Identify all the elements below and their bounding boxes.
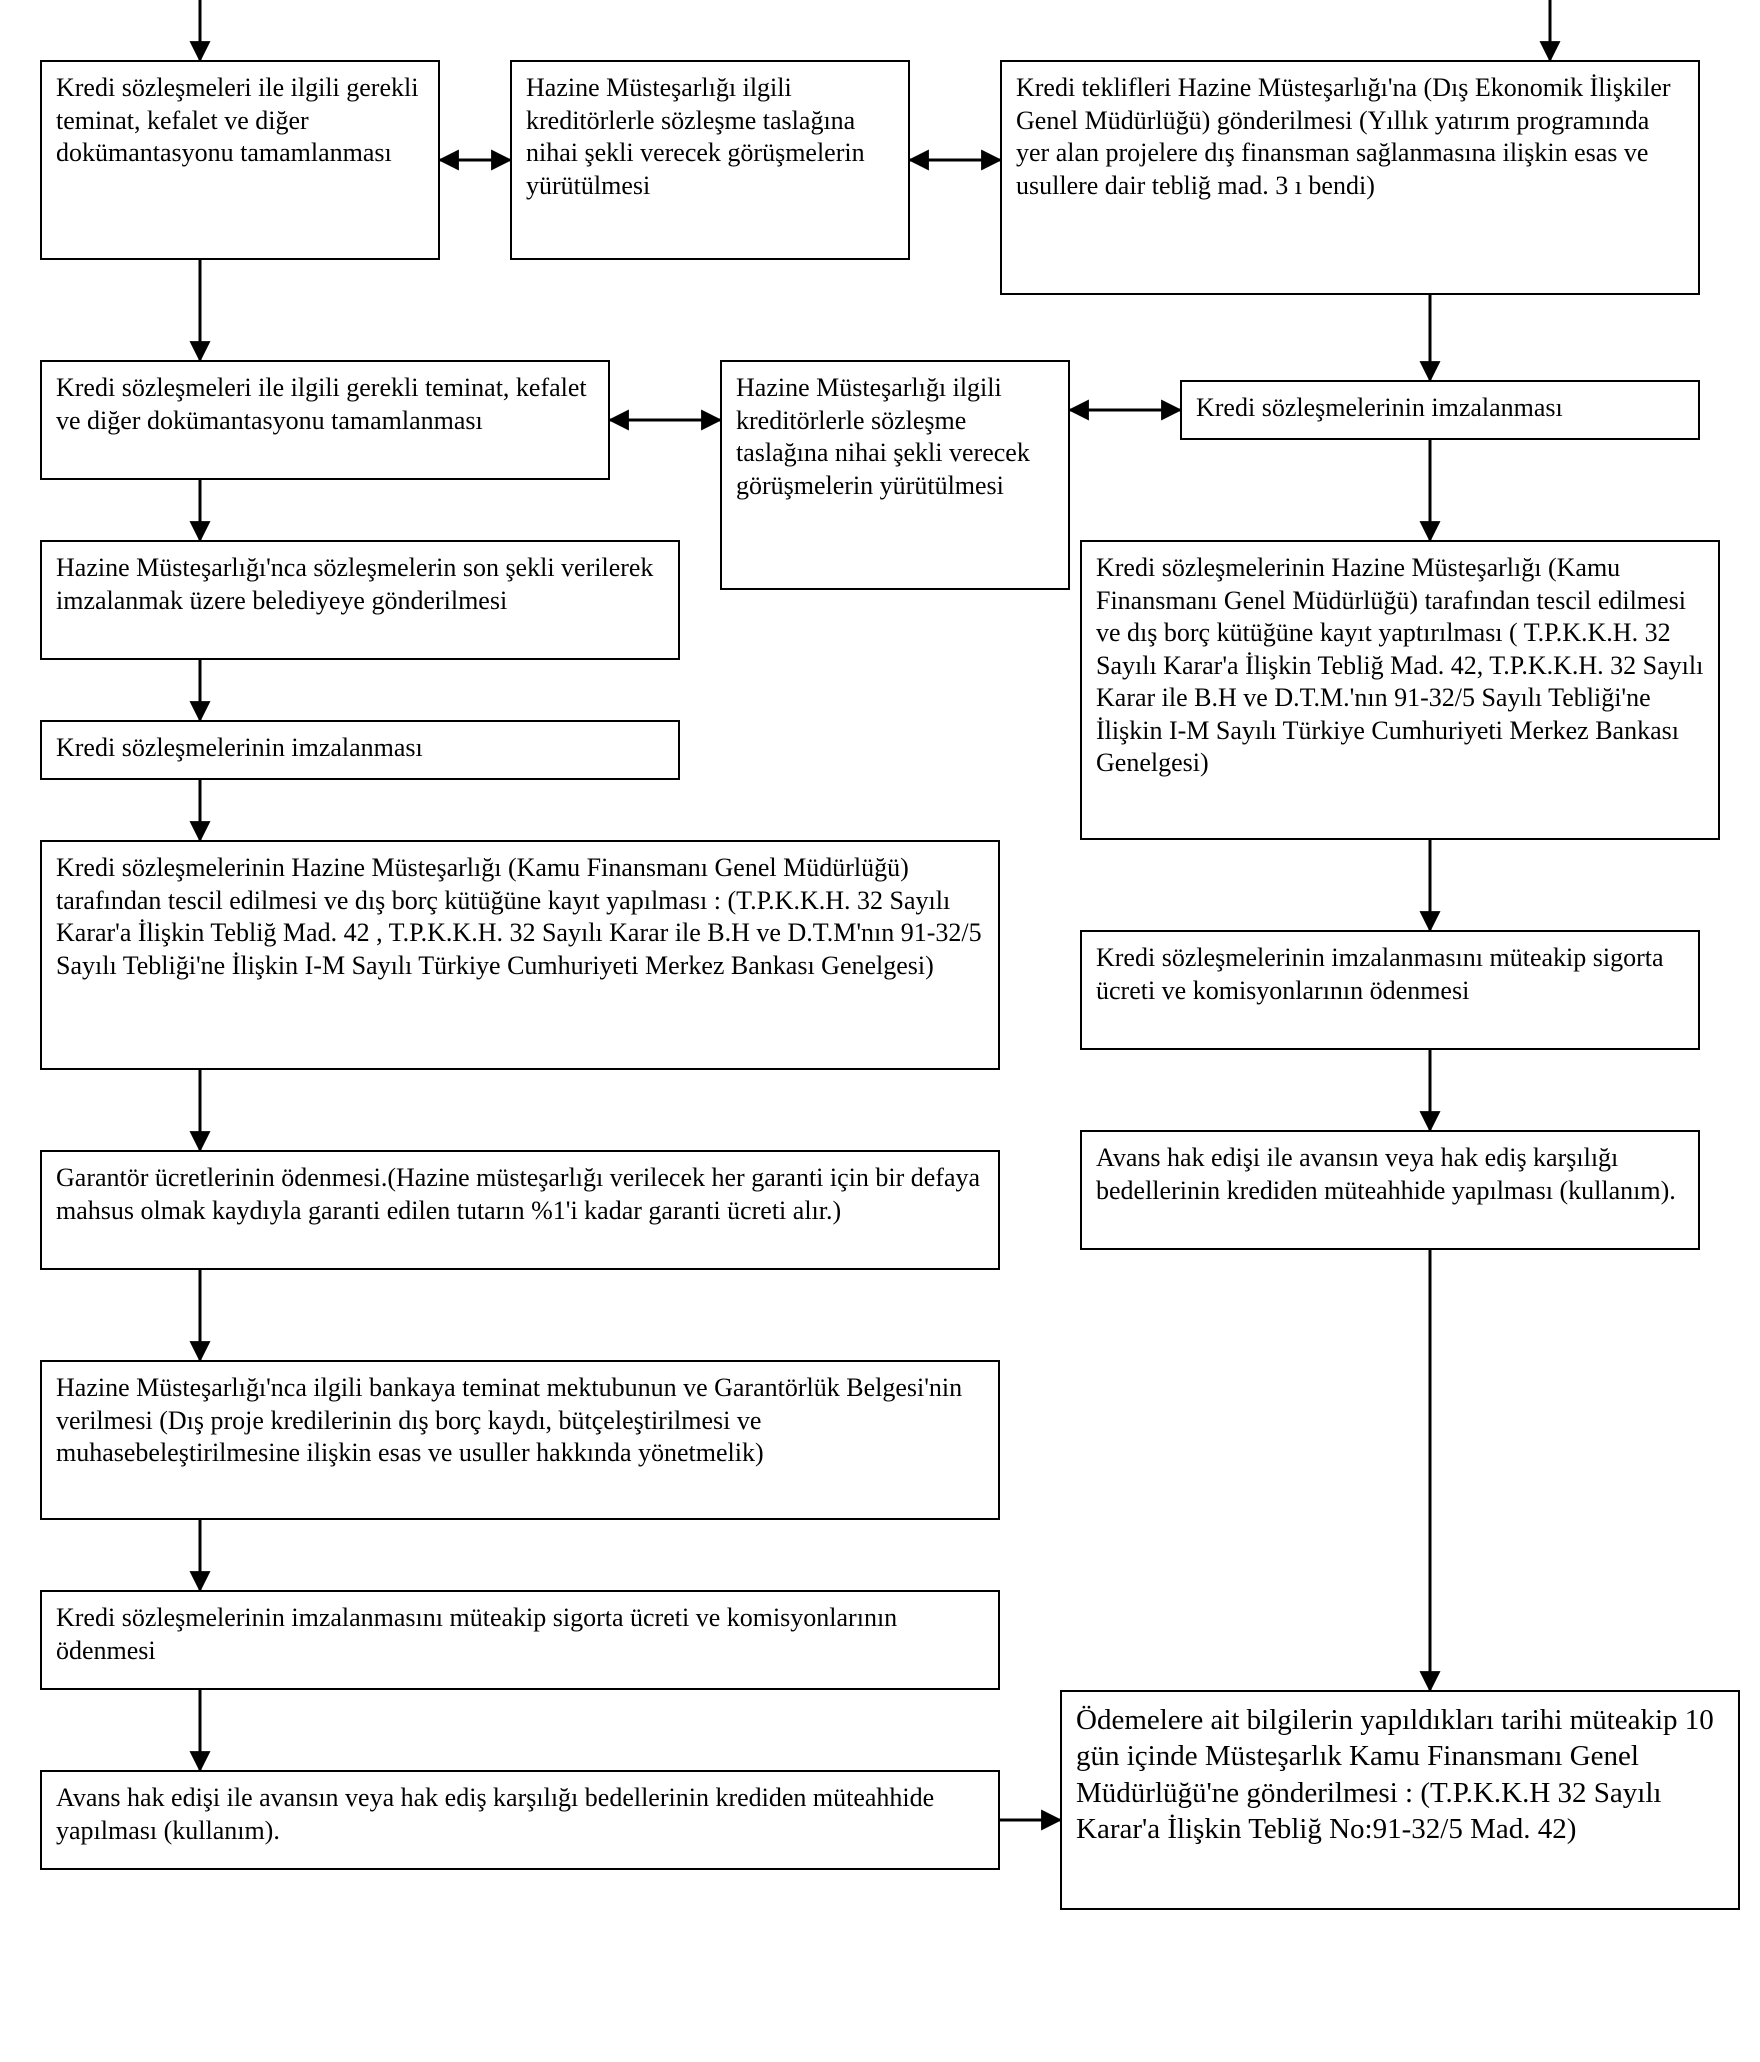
node-l8: Kredi sözleşmelerinin imzalanmasını müte… (40, 1590, 1000, 1690)
node-l1: Kredi sözleşmeleri ile ilgili gerekli te… (40, 60, 440, 260)
node-l6: Garantör ücretlerinin ödenmesi.(Hazine m… (40, 1150, 1000, 1270)
node-l5: Kredi sözleşmelerinin Hazine Müsteşarlığ… (40, 840, 1000, 1070)
node-r5: Avans hak edişi ile avansın veya hak edi… (1080, 1130, 1700, 1250)
node-r1: Kredi teklifleri Hazine Müsteşarlığı'na … (1000, 60, 1700, 295)
node-r4: Kredi sözleşmelerinin imzalanmasını müte… (1080, 930, 1700, 1050)
node-c2: Hazine Müsteşarlığı ilgili kreditörlerle… (720, 360, 1070, 590)
node-l4: Kredi sözleşmelerinin imzalanması (40, 720, 680, 780)
node-l7: Hazine Müsteşarlığı'nca ilgili bankaya t… (40, 1360, 1000, 1520)
node-r6: Ödemelere ait bilgilerin yapıldıkları ta… (1060, 1690, 1740, 1910)
node-l3: Hazine Müsteşarlığı'nca sözleşmelerin so… (40, 540, 680, 660)
node-c1: Hazine Müsteşarlığı ilgili kreditörlerle… (510, 60, 910, 260)
node-l9: Avans hak edişi ile avansın veya hak edi… (40, 1770, 1000, 1870)
node-l2: Kredi sözleşmeleri ile ilgili gerekli te… (40, 360, 610, 480)
node-r3: Kredi sözleşmelerinin Hazine Müsteşarlığ… (1080, 540, 1720, 840)
flowchart-stage: Kredi sözleşmeleri ile ilgili gerekli te… (0, 0, 1760, 2062)
node-r2: Kredi sözleşmelerinin imzalanması (1180, 380, 1700, 440)
